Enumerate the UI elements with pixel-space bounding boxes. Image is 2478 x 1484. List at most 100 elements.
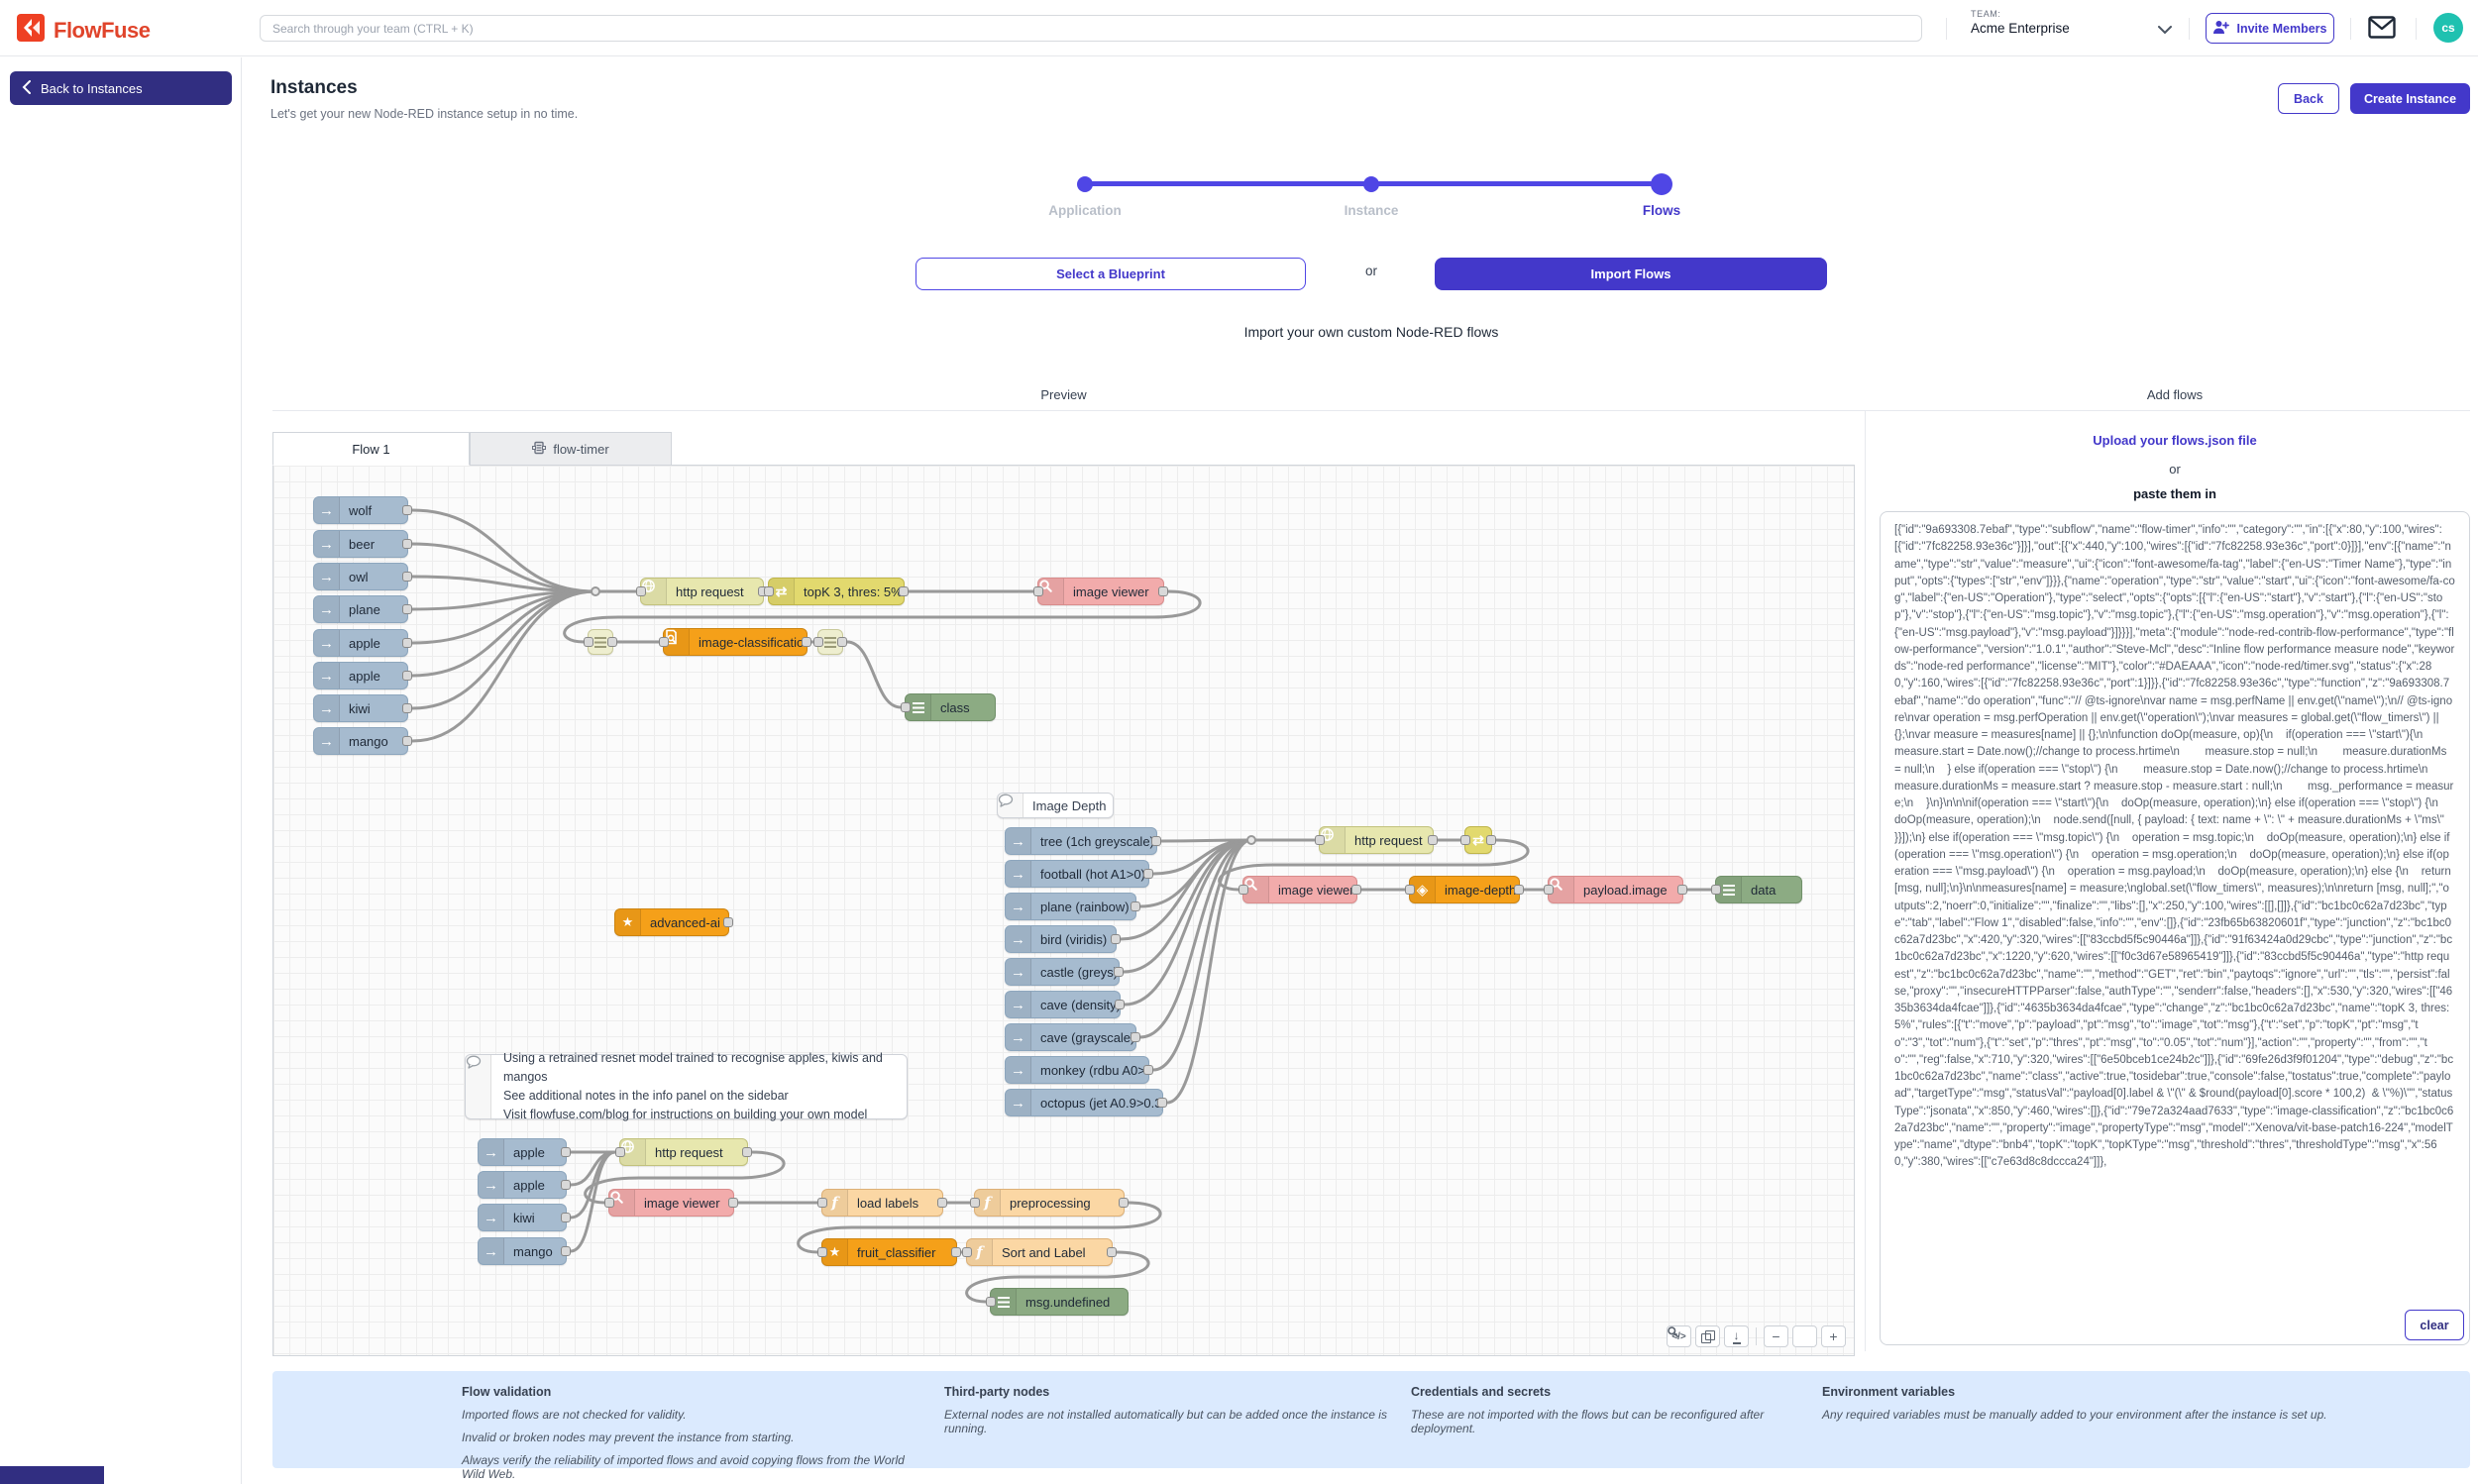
input-port[interactable]	[1315, 835, 1325, 845]
node-sortlabel[interactable]: f Sort and Label	[962, 1238, 1117, 1266]
output-port[interactable]	[1131, 901, 1140, 911]
input-port[interactable]	[970, 1198, 980, 1208]
node-advai[interactable]: ★ advanced-ai	[614, 908, 733, 936]
output-port[interactable]	[728, 1198, 738, 1208]
output-port[interactable]	[402, 703, 412, 713]
input-port[interactable]	[659, 637, 669, 647]
input-port[interactable]	[636, 586, 646, 596]
input-port[interactable]	[1460, 835, 1470, 845]
node-imgviewer1[interactable]: image viewer	[1033, 578, 1168, 605]
code-button[interactable]: </>	[1667, 1325, 1691, 1347]
input-port[interactable]	[615, 1147, 625, 1157]
node-tree[interactable]: → tree (1ch greyscale)	[1005, 827, 1161, 855]
output-port[interactable]	[951, 1247, 961, 1257]
wire-junction[interactable]	[1246, 835, 1256, 845]
output-port[interactable]	[837, 637, 847, 647]
input-port[interactable]	[813, 637, 823, 647]
output-port[interactable]	[1157, 1098, 1167, 1108]
node-topk[interactable]: ⇄ topK 3, thres: 5%	[764, 578, 909, 605]
invite-members-button[interactable]: Invite Members	[2206, 13, 2334, 44]
node-http1[interactable]: http request	[636, 578, 768, 605]
output-port[interactable]	[1151, 836, 1161, 846]
team-selector[interactable]: TEAM: Acme Enterprise	[1971, 9, 2070, 36]
input-port[interactable]	[817, 1198, 827, 1208]
copy-button[interactable]	[1695, 1325, 1720, 1347]
output-port[interactable]	[1428, 835, 1438, 845]
output-port[interactable]	[802, 637, 811, 647]
input-port[interactable]	[901, 702, 911, 712]
step-dot-instance[interactable]	[1363, 176, 1379, 192]
output-port[interactable]	[561, 1180, 571, 1190]
output-port[interactable]	[1131, 1032, 1140, 1042]
flow-canvas[interactable]: </> ↓ − + → wolf → beer → owl → plane → apple → apple →…	[272, 465, 1855, 1356]
node-octopus[interactable]: → octopus (jet A0.9>0.3)	[1005, 1089, 1167, 1116]
input-port[interactable]	[764, 586, 774, 596]
node-fruitclass[interactable]: ★ fruit_classifier	[817, 1238, 961, 1266]
output-port[interactable]	[402, 671, 412, 681]
input-port[interactable]	[1239, 885, 1248, 895]
upload-flows-link[interactable]: Upload your flows.json file	[2093, 433, 2257, 448]
output-port[interactable]	[1114, 967, 1124, 977]
search-input[interactable]	[260, 15, 1922, 42]
output-port[interactable]	[1351, 885, 1361, 895]
node-castle[interactable]: → castle (greys)	[1005, 958, 1124, 986]
download-button[interactable]: ↓	[1724, 1325, 1749, 1347]
input-port[interactable]	[584, 637, 593, 647]
flows-json-textarea[interactable]: [{"id":"9a693308.7ebaf","type":"subflow"…	[1880, 511, 2470, 1345]
zoom-search-button[interactable]	[1668, 1325, 1817, 1347]
back-to-instances-button[interactable]: Back to Instances	[10, 71, 232, 105]
input-port[interactable]	[1033, 586, 1043, 596]
input-port[interactable]	[817, 1247, 827, 1257]
output-port[interactable]	[742, 1147, 752, 1157]
node-linkin1[interactable]	[584, 629, 617, 655]
zoom-out-button[interactable]: −	[1764, 1325, 1788, 1347]
node-caveg[interactable]: → cave (grayscale)	[1005, 1023, 1140, 1051]
node-caved[interactable]: → cave (density)	[1005, 991, 1125, 1018]
create-instance-button[interactable]: Create Instance	[2350, 83, 2470, 114]
input-port[interactable]	[1405, 885, 1415, 895]
node-kiwi2[interactable]: → kiwi	[478, 1204, 571, 1231]
output-port[interactable]	[402, 572, 412, 582]
node-http3[interactable]: http request	[615, 1138, 752, 1166]
output-port[interactable]	[561, 1246, 571, 1256]
node-loadlabels[interactable]: f load labels	[817, 1189, 947, 1217]
output-port[interactable]	[1143, 1065, 1153, 1075]
output-port[interactable]	[899, 586, 909, 596]
node-datadbg[interactable]: data	[1711, 876, 1802, 903]
output-port[interactable]	[1143, 869, 1153, 879]
node-http2[interactable]: http request	[1315, 826, 1438, 854]
node-imgviewer3[interactable]: image viewer	[604, 1189, 738, 1217]
node-imgviewer2[interactable]: image viewer	[1239, 876, 1361, 903]
output-port[interactable]	[561, 1213, 571, 1222]
output-port[interactable]	[402, 638, 412, 648]
output-port[interactable]	[402, 539, 412, 549]
node-imgdepth[interactable]: ◈ image-depth	[1405, 876, 1524, 903]
output-port[interactable]	[937, 1198, 947, 1208]
node-mango2[interactable]: → mango	[478, 1237, 571, 1265]
node-football[interactable]: → football (hot A1>0)	[1005, 860, 1153, 888]
output-port[interactable]	[561, 1147, 571, 1157]
back-button[interactable]: Back	[2278, 83, 2339, 114]
zoom-in-button[interactable]: +	[1821, 1325, 1846, 1347]
node-apple4[interactable]: → apple	[478, 1171, 571, 1199]
output-port[interactable]	[1677, 885, 1687, 895]
node-wolf[interactable]: → wolf	[313, 496, 412, 524]
tab-flow-1[interactable]: Flow 1	[272, 432, 470, 466]
node-linkout1[interactable]	[813, 629, 847, 655]
node-apple2[interactable]: → apple	[313, 662, 412, 689]
output-port[interactable]	[1158, 586, 1168, 596]
node-monkey[interactable]: → monkey (rdbu A0>1)	[1005, 1056, 1153, 1084]
step-dot-application[interactable]	[1077, 176, 1093, 192]
tab-flow-timer[interactable]: flow-timer	[470, 432, 672, 466]
clear-button[interactable]: clear	[2405, 1310, 2464, 1340]
import-flows-button[interactable]: Import Flows	[1435, 258, 1827, 290]
input-port[interactable]	[962, 1247, 972, 1257]
node-plane1[interactable]: → plane	[313, 595, 412, 623]
mail-icon[interactable]	[2368, 16, 2396, 40]
input-port[interactable]	[986, 1297, 996, 1307]
node-owl[interactable]: → owl	[313, 563, 412, 590]
step-dot-flows[interactable]	[1651, 173, 1672, 195]
node-switch2[interactable]: ⇄	[1460, 826, 1496, 854]
output-port[interactable]	[1486, 835, 1496, 845]
output-port[interactable]	[723, 917, 733, 927]
